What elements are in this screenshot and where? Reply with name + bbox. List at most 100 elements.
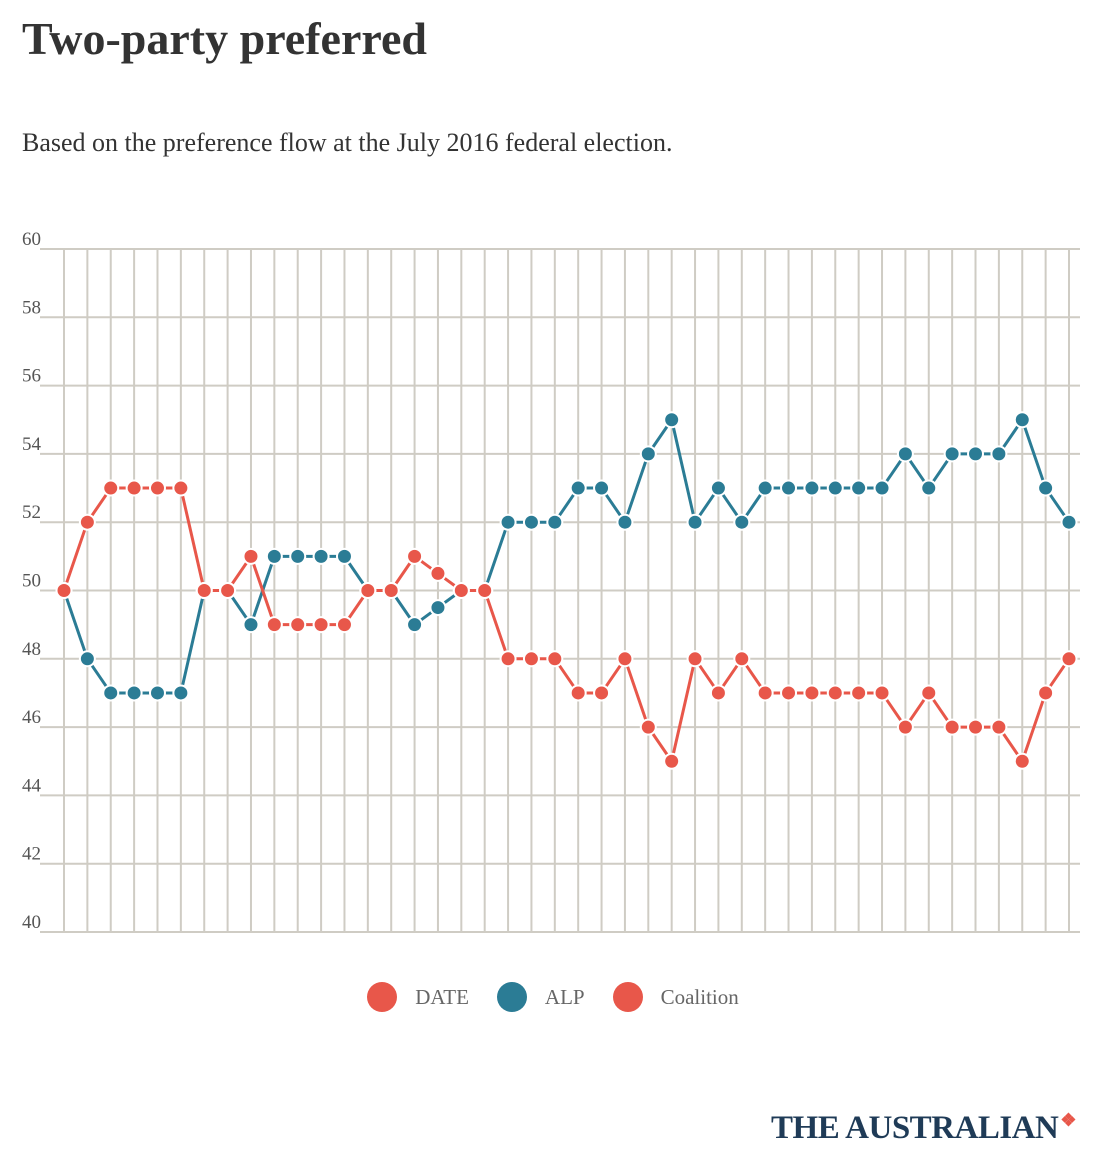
point-coalition [195,582,213,599]
point-coalition [990,718,1008,736]
point-coalition [756,684,774,702]
y-tick-label: 60 [22,229,41,250]
point-alp [265,547,283,565]
point-coalition [172,479,190,497]
point-alp [406,616,424,634]
y-tick-label: 48 [22,639,41,660]
point-coalition [382,582,400,599]
point-alp [873,479,891,497]
point-coalition [1013,752,1031,770]
point-alp [335,547,353,565]
legend-dot-alp [496,982,527,1012]
point-coalition [733,650,751,668]
point-coalition [312,616,330,634]
point-coalition [546,650,564,668]
point-coalition [569,684,587,702]
point-coalition [826,684,844,702]
legend-label-coalition: Coalition [660,984,739,1009]
point-alp [803,479,821,497]
point-alp [943,445,961,463]
point-coalition [476,582,494,599]
point-coalition [55,582,73,599]
point-coalition [148,479,166,497]
point-coalition [102,479,120,497]
point-alp [125,684,143,702]
chart-subtitle: Based on the preference flow at the July… [22,128,673,157]
point-coalition [1037,684,1055,702]
point-coalition [522,650,540,668]
point-coalition [1060,650,1078,668]
y-tick-label: 46 [22,707,41,728]
series-line-coalition [62,486,1071,763]
y-tick-label: 56 [22,366,41,387]
point-alp [1037,479,1055,497]
point-alp [429,599,447,617]
point-alp [593,479,611,497]
point-coalition [406,547,424,565]
brand-logo: THE AUSTRALIAN ❖ [771,1110,1076,1147]
point-alp [546,513,564,531]
point-alp [663,411,681,429]
y-tick-label: 58 [22,297,41,318]
chart-legend: DATE ALP Coalition [0,982,1106,1012]
point-coalition [850,684,868,702]
y-tick-label: 42 [22,844,41,865]
point-coalition [920,684,938,702]
point-alp [686,513,704,531]
point-alp [499,513,517,531]
point-alp [172,684,190,702]
point-coalition [943,718,961,736]
point-alp [639,445,657,463]
point-alp [826,479,844,497]
point-coalition [896,718,914,736]
point-coalition [663,752,681,770]
y-tick-label: 54 [22,434,42,455]
point-alp [709,479,727,497]
point-coalition [709,684,727,702]
point-alp [102,684,120,702]
point-coalition [803,684,821,702]
point-coalition [78,513,96,531]
point-alp [148,684,166,702]
point-alp [569,479,587,497]
point-coalition [967,718,985,736]
y-tick-label: 44 [22,775,42,796]
point-alp [1013,411,1031,429]
brand-mark-icon: ❖ [1060,1110,1076,1130]
point-alp [756,479,774,497]
point-alp [780,479,798,497]
point-coalition [219,582,237,599]
y-tick-label: 50 [22,571,41,592]
point-alp [78,650,96,668]
chart-title: Two-party preferred [22,13,427,64]
legend-item-date[interactable]: DATE [367,982,469,1012]
point-alp [242,616,260,634]
legend-item-coalition[interactable]: Coalition [612,982,739,1012]
point-coalition [686,650,704,668]
point-coalition [335,616,353,634]
point-coalition [265,616,283,634]
legend-dot-coalition [612,982,643,1012]
legend-label-alp: ALP [544,984,585,1009]
point-alp [920,479,938,497]
line-chart: 60 58 56 54 52 50 48 46 44 42 40 [22,229,1080,933]
point-coalition [639,718,657,736]
point-coalition [499,650,517,668]
point-alp [733,513,751,531]
legend-dot-date [367,982,398,1012]
point-alp [289,547,307,565]
point-alp [850,479,868,497]
brand-name: THE AUSTRALIAN [771,1110,1059,1146]
point-coalition [125,479,143,497]
legend-item-alp[interactable]: ALP [496,982,585,1012]
point-alp [616,513,634,531]
point-coalition [359,582,377,599]
point-coalition [429,564,447,582]
point-coalition [873,684,891,702]
legend-label-date: DATE [415,984,469,1009]
y-tick-label: 52 [22,502,41,523]
point-alp [967,445,985,463]
point-coalition [593,684,611,702]
point-coalition [242,547,260,565]
y-tick-label: 40 [22,912,41,933]
